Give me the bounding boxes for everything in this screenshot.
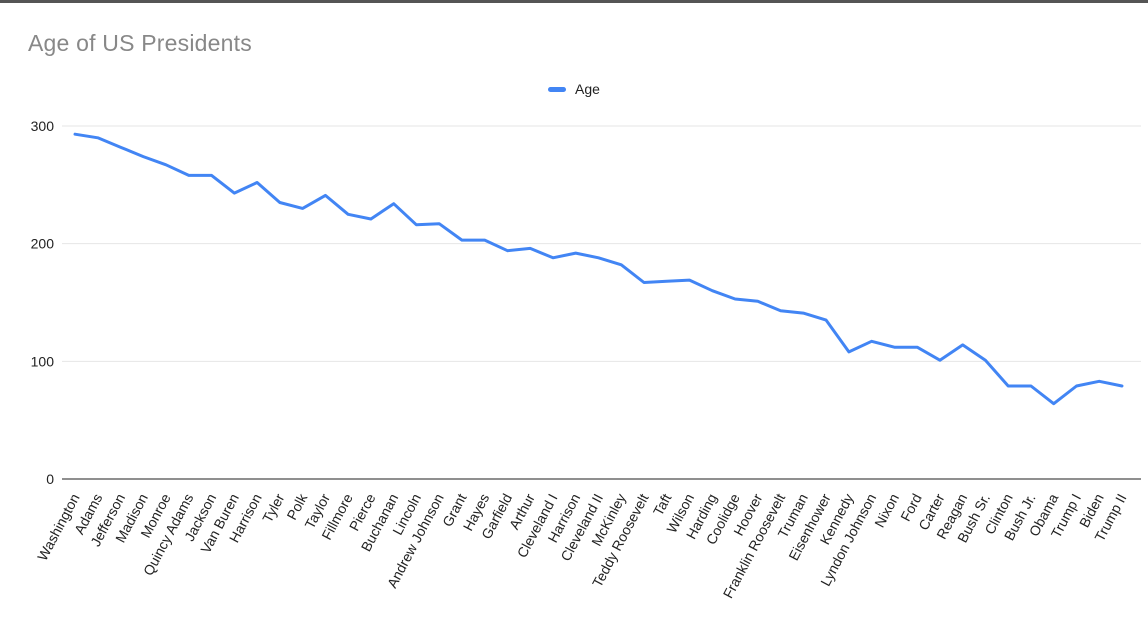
age-series-line[interactable] [73, 132, 1124, 406]
y-axis-tick-label: 100 [31, 353, 55, 369]
y-axis-tick-label: 200 [31, 236, 55, 252]
line-chart-canvas[interactable]: 0100200300WashingtonAdamsJeffersonMadiso… [0, 3, 1148, 619]
x-axis-label: Tyler [259, 491, 288, 526]
legend-label: Age [575, 81, 600, 97]
legend-swatch-icon [548, 86, 567, 92]
chart-title: Age of US Presidents [28, 30, 252, 56]
y-axis-tick-label: 0 [46, 471, 54, 487]
y-axis-tick-label: 300 [31, 118, 55, 134]
legend-item-age[interactable]: Age [548, 81, 600, 97]
legend: Age [0, 81, 1148, 97]
